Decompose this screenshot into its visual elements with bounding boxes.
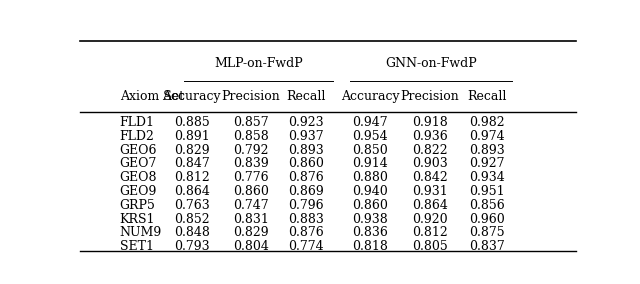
Text: 0.839: 0.839	[233, 157, 269, 170]
Text: 0.918: 0.918	[412, 116, 447, 129]
Text: Precision: Precision	[221, 90, 280, 103]
Text: FLD2: FLD2	[120, 130, 154, 143]
Text: 0.812: 0.812	[173, 171, 209, 184]
Text: Axiom Set: Axiom Set	[120, 90, 184, 103]
Text: GNN-on-FwdP: GNN-on-FwdP	[385, 57, 477, 70]
Text: 0.914: 0.914	[352, 157, 388, 170]
Text: 0.836: 0.836	[352, 226, 388, 239]
Text: 0.774: 0.774	[288, 240, 323, 253]
Text: MLP-on-FwdP: MLP-on-FwdP	[214, 57, 303, 70]
Text: 0.893: 0.893	[288, 144, 324, 157]
Text: 0.805: 0.805	[412, 240, 447, 253]
Text: 0.893: 0.893	[469, 144, 504, 157]
Text: 0.876: 0.876	[288, 226, 324, 239]
Text: 0.856: 0.856	[469, 199, 504, 212]
Text: 0.860: 0.860	[233, 185, 269, 198]
Text: GRP5: GRP5	[120, 199, 156, 212]
Text: 0.831: 0.831	[233, 213, 269, 225]
Text: 0.852: 0.852	[174, 213, 209, 225]
Text: SET1: SET1	[120, 240, 154, 253]
Text: 0.776: 0.776	[234, 171, 269, 184]
Text: KRS1: KRS1	[120, 213, 155, 225]
Text: 0.858: 0.858	[233, 130, 269, 143]
Text: 0.936: 0.936	[412, 130, 447, 143]
Text: GEO7: GEO7	[120, 157, 157, 170]
Text: Recall: Recall	[467, 90, 506, 103]
Text: 0.747: 0.747	[234, 199, 269, 212]
Text: 0.857: 0.857	[234, 116, 269, 129]
Text: 0.947: 0.947	[353, 116, 388, 129]
Text: 0.931: 0.931	[412, 185, 447, 198]
Text: 0.837: 0.837	[469, 240, 504, 253]
Text: 0.875: 0.875	[469, 226, 504, 239]
Text: 0.883: 0.883	[288, 213, 324, 225]
Text: 0.829: 0.829	[234, 226, 269, 239]
Text: 0.763: 0.763	[173, 199, 209, 212]
Text: 0.974: 0.974	[469, 130, 504, 143]
Text: 0.938: 0.938	[352, 213, 388, 225]
Text: 0.864: 0.864	[412, 199, 447, 212]
Text: 0.923: 0.923	[288, 116, 323, 129]
Text: FLD1: FLD1	[120, 116, 155, 129]
Text: NUM9: NUM9	[120, 226, 162, 239]
Text: 0.822: 0.822	[412, 144, 447, 157]
Text: 0.903: 0.903	[412, 157, 447, 170]
Text: 0.860: 0.860	[352, 199, 388, 212]
Text: 0.876: 0.876	[288, 171, 324, 184]
Text: 0.954: 0.954	[353, 130, 388, 143]
Text: 0.864: 0.864	[173, 185, 209, 198]
Text: Precision: Precision	[400, 90, 459, 103]
Text: 0.869: 0.869	[288, 185, 324, 198]
Text: 0.818: 0.818	[352, 240, 388, 253]
Text: Accuracy: Accuracy	[163, 90, 221, 103]
Text: 0.951: 0.951	[469, 185, 504, 198]
Text: Recall: Recall	[286, 90, 325, 103]
Text: 0.850: 0.850	[352, 144, 388, 157]
Text: 0.934: 0.934	[469, 171, 504, 184]
Text: 0.891: 0.891	[173, 130, 209, 143]
Text: 0.885: 0.885	[173, 116, 209, 129]
Text: 0.927: 0.927	[469, 157, 504, 170]
Text: GEO6: GEO6	[120, 144, 157, 157]
Text: 0.880: 0.880	[352, 171, 388, 184]
Text: 0.920: 0.920	[412, 213, 447, 225]
Text: GEO8: GEO8	[120, 171, 157, 184]
Text: 0.796: 0.796	[288, 199, 323, 212]
Text: 0.793: 0.793	[174, 240, 209, 253]
Text: GEO9: GEO9	[120, 185, 157, 198]
Text: 0.960: 0.960	[469, 213, 504, 225]
Text: 0.804: 0.804	[233, 240, 269, 253]
Text: 0.940: 0.940	[352, 185, 388, 198]
Text: 0.860: 0.860	[288, 157, 324, 170]
Text: 0.792: 0.792	[234, 144, 269, 157]
Text: 0.842: 0.842	[412, 171, 447, 184]
Text: 0.847: 0.847	[173, 157, 209, 170]
Text: 0.829: 0.829	[174, 144, 209, 157]
Text: 0.812: 0.812	[412, 226, 447, 239]
Text: 0.848: 0.848	[173, 226, 209, 239]
Text: 0.937: 0.937	[288, 130, 323, 143]
Text: 0.982: 0.982	[469, 116, 504, 129]
Text: Accuracy: Accuracy	[341, 90, 399, 103]
